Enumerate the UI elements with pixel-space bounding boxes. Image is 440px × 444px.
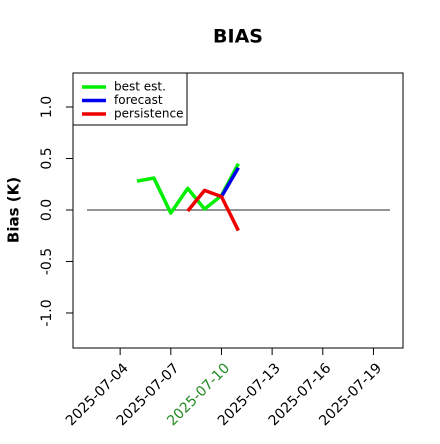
chart-title: BIAS [213, 26, 263, 48]
plot-frame [72, 72, 404, 349]
y-tick-label: 0.0 [39, 199, 55, 221]
series-line [186, 188, 240, 232]
legend-label: forecast [114, 93, 163, 107]
y-tick-label: -0.5 [39, 248, 55, 275]
series-line [136, 162, 240, 215]
y-tick-label: 1.0 [39, 96, 55, 118]
legend-label: persistence [114, 107, 183, 121]
series-line [219, 166, 240, 198]
y-tick-label: -1.0 [39, 299, 55, 326]
legend-label: best est. [114, 80, 166, 94]
y-axis-label: Bias (K) [5, 177, 23, 243]
y-tick-label: 0.5 [39, 147, 55, 169]
